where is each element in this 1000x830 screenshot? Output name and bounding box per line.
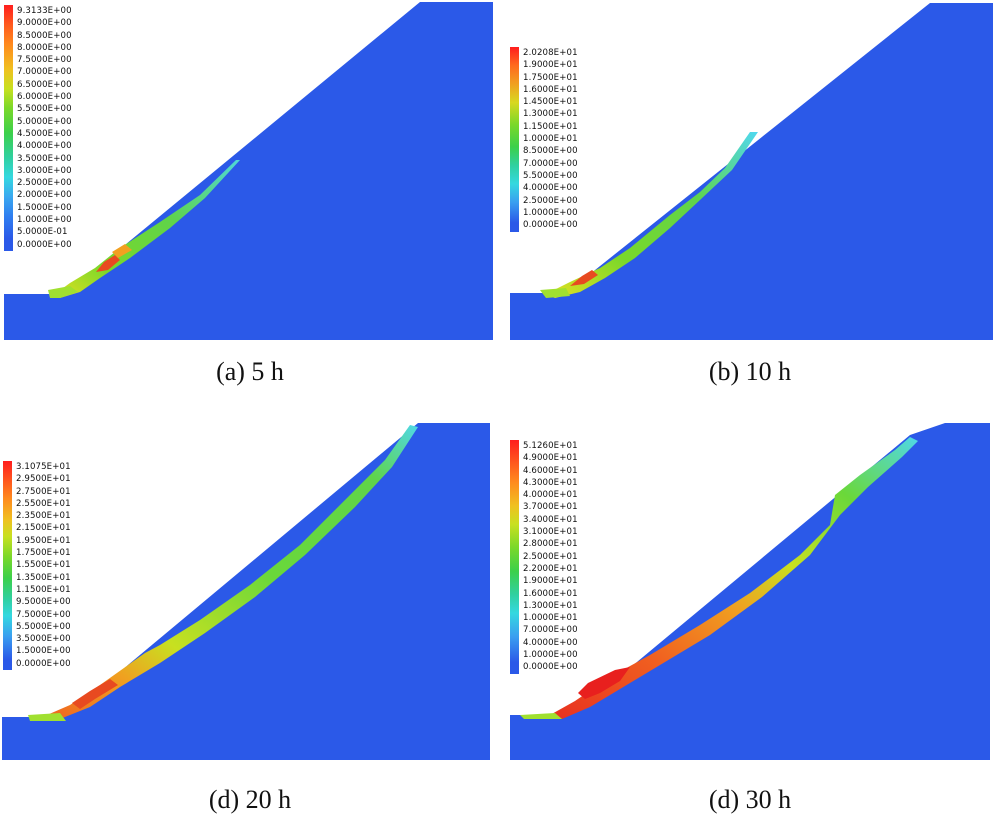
legend-label: 5.5000E+00 xyxy=(523,170,578,181)
legend-label: 1.0000E+01 xyxy=(523,613,578,624)
legend-label: 3.5000E+00 xyxy=(16,634,71,645)
legend-label: 1.6000E+01 xyxy=(523,84,578,95)
legend-label: 7.0000E+00 xyxy=(523,158,578,169)
legend-label: 2.7500E+01 xyxy=(16,486,71,497)
legend-label: 1.4500E+01 xyxy=(523,97,578,108)
legend-label: 1.1500E+01 xyxy=(523,121,578,132)
legend-labels: 3.1075E+01 2.9500E+01 2.7500E+01 2.5500E+01… xyxy=(16,461,71,670)
legend-label: 1.0000E+00 xyxy=(523,650,578,661)
legend-label: 0.0000E+00 xyxy=(523,220,578,231)
legend-label: 1.3000E+01 xyxy=(523,109,578,120)
legend-label: 2.0000E+00 xyxy=(17,190,72,201)
legend-label: 4.0000E+01 xyxy=(523,490,578,501)
legend-label: 1.5000E+00 xyxy=(17,202,72,213)
legend-label: 3.4000E+01 xyxy=(523,514,578,525)
legend-label: 3.5000E+00 xyxy=(17,153,72,164)
legend-colorbar xyxy=(510,440,519,674)
legend-label: 1.0000E+01 xyxy=(523,134,578,145)
caption-a: (a) 5 h xyxy=(216,357,284,386)
legend-label: 2.5000E+00 xyxy=(523,195,578,206)
legend-label: 3.7000E+01 xyxy=(523,502,578,513)
legend-label: 1.3000E+01 xyxy=(523,600,578,611)
legend-label: 1.5000E+00 xyxy=(16,646,71,657)
hot-zone xyxy=(96,255,120,272)
legend-label: 5.5000E+00 xyxy=(16,621,71,632)
slip-band xyxy=(550,437,918,719)
legend-label: 8.0000E+00 xyxy=(17,42,72,53)
legend-label: 5.0000E+00 xyxy=(17,116,72,127)
legend-label: 2.9500E+01 xyxy=(16,474,71,485)
legend-label: 6.5000E+00 xyxy=(17,79,72,90)
panel-a: 9.3133E+00 9.0000E+00 8.5000E+00 8.0000E+00… xyxy=(0,0,500,400)
legend-label: 2.5000E+00 xyxy=(17,178,72,189)
legend-label: 0.0000E+00 xyxy=(16,658,71,669)
legend-label: 1.3500E+01 xyxy=(16,572,71,583)
legend-label: 2.5500E+01 xyxy=(16,498,71,509)
legend-labels: 2.0208E+01 1.9000E+01 1.7500E+01 1.6000E+01… xyxy=(523,47,578,231)
legend-label: 2.0208E+01 xyxy=(523,48,578,58)
legend-colorbar xyxy=(4,5,13,251)
legend-label: 4.0000E+00 xyxy=(523,637,578,648)
legend-labels: 9.3133E+00 9.0000E+00 8.5000E+00 8.0000E+00… xyxy=(17,5,72,251)
legend-label: 3.0000E+00 xyxy=(17,165,72,176)
legend-label: 0.0000E+00 xyxy=(17,239,72,250)
legend-label: 2.5000E+01 xyxy=(523,551,578,562)
legend-label: 3.1000E+01 xyxy=(523,527,578,538)
legend-label: 7.5000E+00 xyxy=(17,55,72,66)
legend-label: 9.5000E+00 xyxy=(16,597,71,608)
panel-b: 2.0208E+01 1.9000E+01 1.7500E+01 1.6000E+01… xyxy=(500,0,1000,400)
legend-label: 1.1500E+01 xyxy=(16,584,71,595)
slope-contour-a xyxy=(4,2,493,340)
legend-label: 4.0000E+00 xyxy=(523,183,578,194)
legend-label: 8.5000E+00 xyxy=(17,30,72,41)
legend-label: 1.5500E+01 xyxy=(16,560,71,571)
legend-label: 6.0000E+00 xyxy=(17,92,72,103)
legend-label: 2.8000E+01 xyxy=(523,539,578,550)
legend-label: 7.5000E+00 xyxy=(16,609,71,620)
legend-label: 4.3000E+01 xyxy=(523,477,578,488)
legend-label: 7.0000E+00 xyxy=(17,67,72,78)
panel-d: 5.1260E+01 4.9000E+01 4.6000E+01 4.3000E+01… xyxy=(500,415,1000,830)
legend-label: 1.9000E+01 xyxy=(523,576,578,587)
legend-labels: 5.1260E+01 4.9000E+01 4.6000E+01 4.3000E+01… xyxy=(523,440,578,674)
legend-colorbar xyxy=(510,47,519,232)
legend-colorbar xyxy=(3,461,12,671)
legend-label: 1.7500E+01 xyxy=(16,548,71,559)
legend-label: 4.6000E+01 xyxy=(523,465,578,476)
legend-label: 5.0000E-01 xyxy=(17,227,68,238)
slope-contour-c xyxy=(2,423,490,760)
legend-label: 5.1260E+01 xyxy=(523,441,578,451)
caption-b: (b) 10 h xyxy=(708,357,792,386)
legend-label: 1.6000E+01 xyxy=(523,588,578,599)
legend-label: 5.5000E+00 xyxy=(17,104,72,115)
slope-contour-b xyxy=(510,3,993,340)
caption-d: (d) 30 h xyxy=(708,785,792,814)
caption-c: (d) 20 h xyxy=(208,785,292,814)
legend-label: 1.7500E+01 xyxy=(523,72,578,83)
panel-c: 3.1075E+01 2.9500E+01 2.7500E+01 2.5500E+01… xyxy=(0,415,500,830)
hot-zone xyxy=(578,667,630,699)
legend-label: 2.1500E+01 xyxy=(16,523,71,534)
legend-label: 9.0000E+00 xyxy=(17,18,72,29)
legend-label: 2.3500E+01 xyxy=(16,511,71,522)
legend-label: 2.2000E+01 xyxy=(523,563,578,574)
legend-label: 1.9500E+01 xyxy=(16,535,71,546)
legend-label: 1.9000E+01 xyxy=(523,60,578,71)
slope-contour-d xyxy=(510,423,990,760)
legend-label: 1.0000E+00 xyxy=(17,215,72,226)
legend-label: 4.0000E+00 xyxy=(17,141,72,152)
legend-label: 4.9000E+01 xyxy=(523,453,578,464)
legend-label: 8.5000E+00 xyxy=(523,146,578,157)
slip-band xyxy=(52,160,240,298)
hot-zone xyxy=(570,270,598,286)
legend-label: 4.5000E+00 xyxy=(17,128,72,139)
legend-label: 1.0000E+00 xyxy=(523,207,578,218)
legend-label: 3.1075E+01 xyxy=(16,462,71,472)
legend-label: 9.3133E+00 xyxy=(17,6,72,16)
legend-label: 7.0000E+00 xyxy=(523,625,578,636)
legend-label: 0.0000E+00 xyxy=(523,662,578,673)
